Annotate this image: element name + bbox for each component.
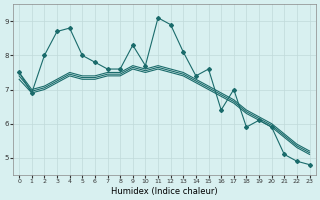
X-axis label: Humidex (Indice chaleur): Humidex (Indice chaleur) <box>111 187 218 196</box>
